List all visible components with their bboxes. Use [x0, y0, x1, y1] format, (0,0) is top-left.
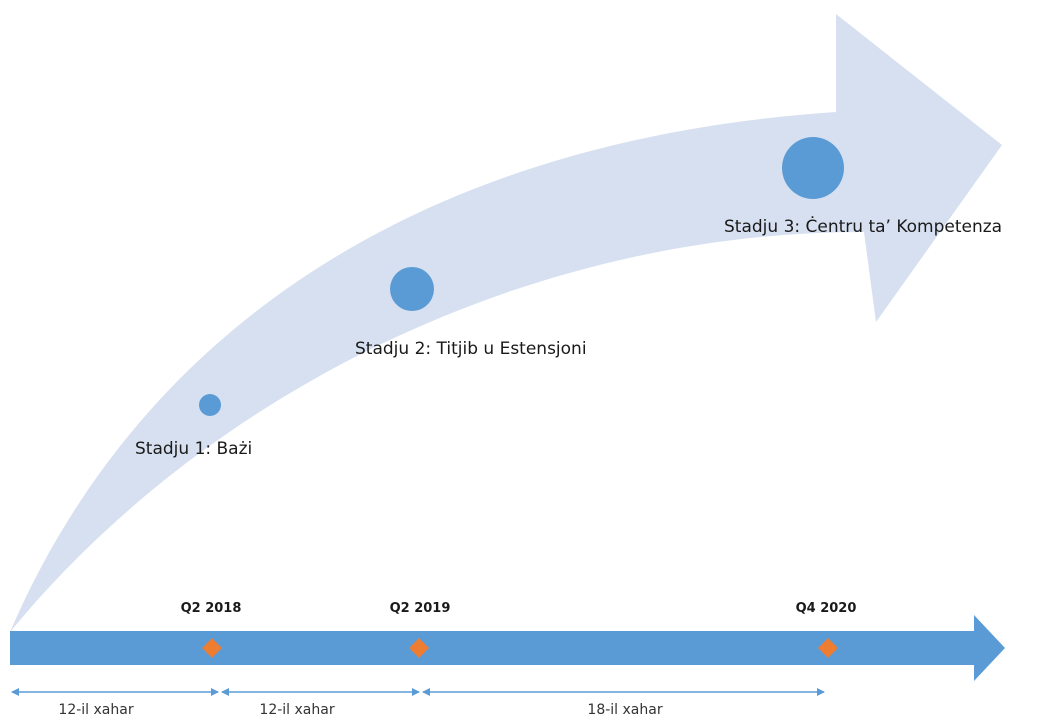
- milestone-label-q2-2018: Q2 2018: [181, 601, 242, 616]
- stage-2-circle: [390, 267, 434, 311]
- milestone-label-q2-2019: Q2 2019: [390, 601, 451, 616]
- milestone-label-q4-2020: Q4 2020: [796, 601, 857, 616]
- stage-2-label: Stadju 2: Titjib u Estensjoni: [355, 339, 587, 359]
- stage-3-label: Stadju 3: Ċentru ta’ Kompetenza: [724, 215, 1002, 237]
- duration-label-1: 12-il xahar: [58, 702, 133, 718]
- milestone-marker-q4-2020: [818, 638, 838, 658]
- duration-label-3: 18-il xahar: [587, 702, 662, 718]
- stage-1-label: Stadju 1: Bażi: [135, 439, 252, 459]
- growth-arrow: [10, 14, 1002, 632]
- stage-3-circle: [782, 137, 844, 199]
- stage-1-circle: [199, 394, 221, 416]
- duration-label-2: 12-il xahar: [259, 702, 334, 718]
- timeline-arrow: [10, 615, 1005, 681]
- milestone-marker-q2-2019: [409, 638, 429, 658]
